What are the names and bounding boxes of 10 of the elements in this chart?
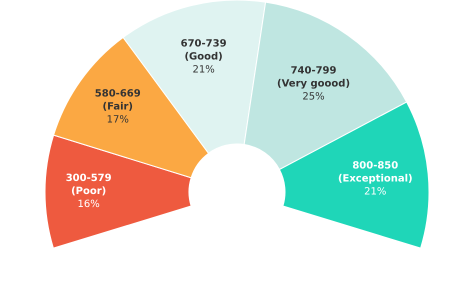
data-label: 17% bbox=[106, 114, 129, 126]
slice-label: 580-669 (Fair) bbox=[94, 88, 141, 113]
data-label: 16% bbox=[78, 199, 100, 210]
slice-label: 300-579 (Poor) bbox=[66, 173, 112, 198]
data-label: 25% bbox=[302, 91, 325, 102]
slice-label: 800-850 (Exceptional) bbox=[338, 160, 413, 184]
slice-label: 670-739 (Good) bbox=[180, 38, 227, 63]
data-label: 21% bbox=[192, 64, 215, 76]
slice-label: 740-799 (Very goood) bbox=[277, 65, 350, 90]
data-label: 21% bbox=[364, 186, 386, 198]
